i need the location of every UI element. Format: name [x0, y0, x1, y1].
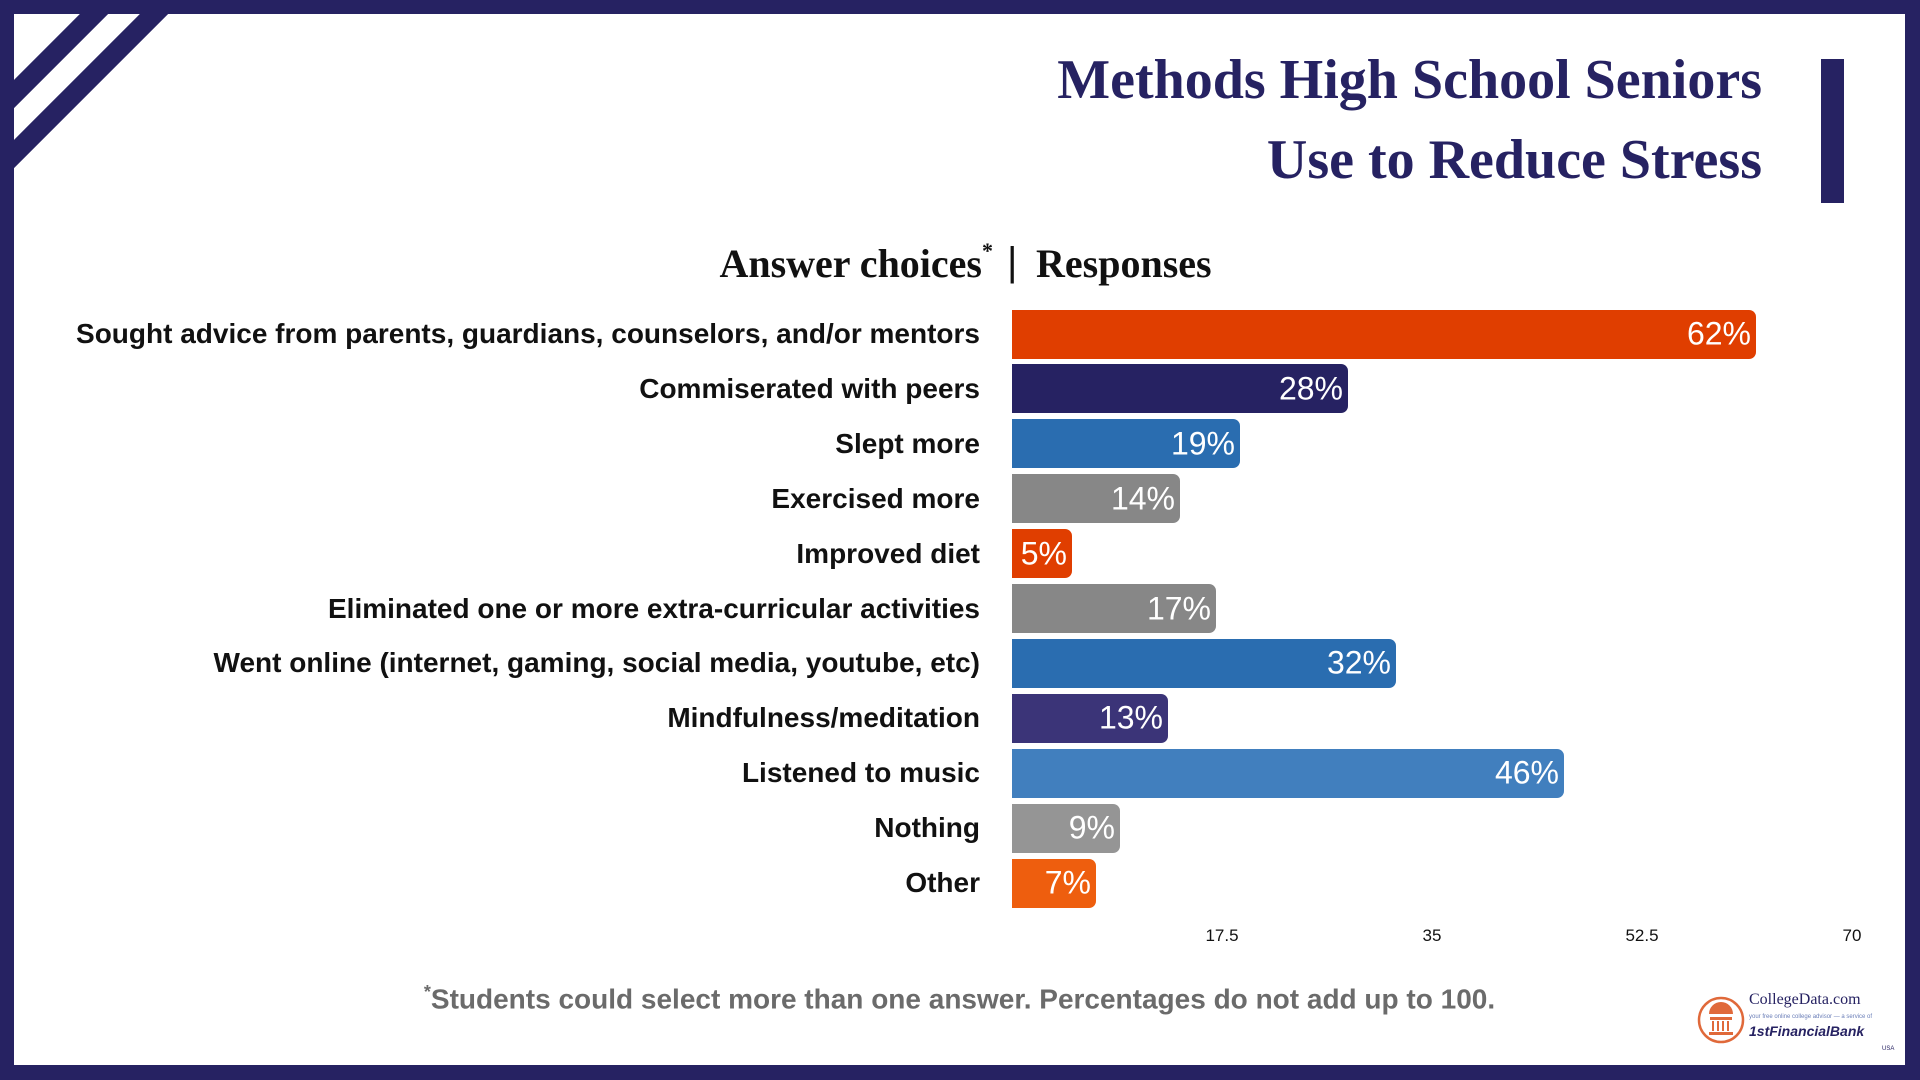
category-label: Sought advice from parents, guardians, c…: [76, 318, 980, 349]
footnote-asterisk: *: [423, 982, 431, 1002]
category-label: Exercised more: [771, 482, 980, 514]
header-left-text: Answer choices: [719, 241, 982, 286]
corner-stripes-decoration: [14, 14, 169, 169]
category-label: Went online (internet, gaming, social me…: [213, 647, 980, 679]
logo-tagline: your free online college advisor — a ser…: [1749, 1014, 1872, 1020]
data-label: 19%: [1170, 425, 1235, 462]
data-label: 13%: [1098, 699, 1163, 736]
header-asterisk: *: [982, 238, 993, 263]
header-separator: |: [1007, 240, 1018, 284]
bar: [1012, 748, 1564, 798]
bar: [1012, 803, 1120, 853]
collegedata-logo: CollegeData.com your free online college…: [1697, 986, 1902, 1058]
logo-bank: 1stFinancialBank: [1749, 1023, 1865, 1039]
chart-title-line-1: Methods High School Seniors: [1057, 49, 1762, 111]
category-label: Listened to music: [741, 757, 980, 789]
category-label: Improved diet: [796, 537, 980, 569]
logo-country: USA: [1882, 1046, 1894, 1052]
header-answer-choices: Answer choices*: [719, 238, 993, 287]
data-label: 9%: [1068, 809, 1115, 846]
bar: [1012, 693, 1168, 743]
data-label: 32%: [1326, 644, 1391, 681]
bar: [1012, 638, 1396, 688]
data-label: 62%: [1686, 315, 1751, 352]
data-label: 28%: [1278, 370, 1343, 407]
x-tick-label: 70: [1842, 926, 1862, 945]
footnote: *Students could select more than one ans…: [14, 982, 1905, 1015]
footnote-text: Students could select more than one answ…: [430, 983, 1496, 1015]
bar: [1012, 309, 1756, 359]
data-label: 5%: [1020, 535, 1067, 572]
category-label: Commiserated with peers: [639, 372, 980, 404]
x-tick-label: 35: [1422, 926, 1442, 945]
data-label: 14%: [1110, 480, 1175, 517]
category-label: Mindfulness/meditation: [667, 702, 980, 734]
title-accent-bar: [1821, 59, 1844, 203]
data-label: 7%: [1044, 864, 1091, 901]
chart-title-line-2: Use to Reduce Stress: [1266, 129, 1762, 191]
column-header: Answer choices* | Responses: [14, 238, 1905, 290]
bar: [1012, 364, 1348, 414]
x-tick-label: 52.5: [1625, 926, 1659, 945]
data-label: 46%: [1494, 754, 1559, 791]
infographic-canvas: Methods High School Seniors Use to Reduc…: [14, 14, 1905, 1065]
bar: [1012, 419, 1240, 469]
bar: [1012, 858, 1096, 908]
bar: [1012, 529, 1072, 579]
category-label: Nothing: [874, 812, 980, 844]
data-label: 17%: [1146, 590, 1211, 626]
header-responses: Responses: [1036, 241, 1212, 286]
bar: [1012, 584, 1216, 633]
x-tick-label: 17.5: [1205, 926, 1239, 945]
category-label: Other: [905, 867, 980, 898]
logo-name: CollegeData.com: [1749, 991, 1861, 1008]
logo-graphic: CollegeData.com your free online college…: [1697, 991, 1894, 1052]
category-label: Eliminated one or more extra-curricular …: [327, 592, 980, 624]
bar: [1012, 474, 1180, 524]
category-label: Slept more: [835, 427, 980, 459]
